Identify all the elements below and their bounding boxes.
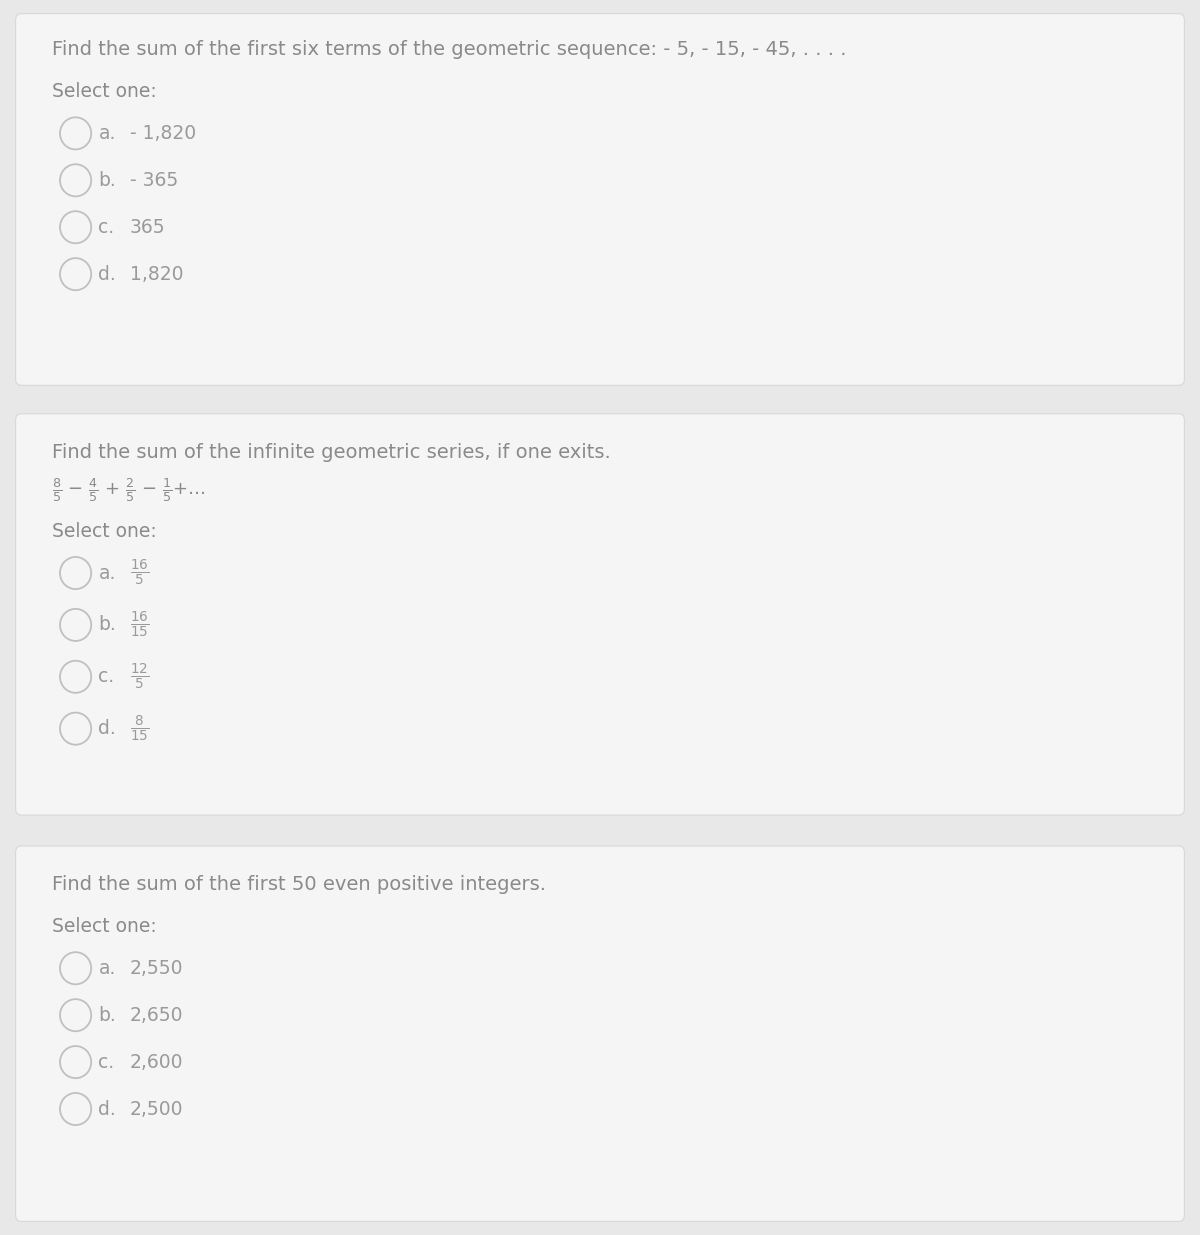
Text: Select one:: Select one: xyxy=(52,82,156,101)
Text: b.: b. xyxy=(98,1005,116,1025)
Text: b.: b. xyxy=(98,615,116,635)
Text: Find the sum of the infinite geometric series, if one exits.: Find the sum of the infinite geometric s… xyxy=(52,442,611,462)
Text: 2,500: 2,500 xyxy=(130,1099,184,1119)
Text: c.: c. xyxy=(98,667,114,687)
Text: c.: c. xyxy=(98,1052,114,1072)
Text: $\frac{16}{5}$: $\frac{16}{5}$ xyxy=(130,558,149,588)
Text: $\frac{12}{5}$: $\frac{12}{5}$ xyxy=(130,662,149,692)
Text: $\frac{8}{15}$: $\frac{8}{15}$ xyxy=(130,714,149,743)
FancyBboxPatch shape xyxy=(16,846,1184,1221)
Text: 2,550: 2,550 xyxy=(130,958,184,978)
Text: 2,650: 2,650 xyxy=(130,1005,184,1025)
Text: 1,820: 1,820 xyxy=(130,264,184,284)
Text: b.: b. xyxy=(98,170,116,190)
Text: d.: d. xyxy=(98,264,116,284)
FancyBboxPatch shape xyxy=(16,14,1184,385)
Text: 2,600: 2,600 xyxy=(130,1052,184,1072)
Text: - 365: - 365 xyxy=(130,170,178,190)
Text: d.: d. xyxy=(98,719,116,739)
Text: a.: a. xyxy=(98,958,115,978)
FancyBboxPatch shape xyxy=(16,414,1184,815)
Text: a.: a. xyxy=(98,124,115,143)
Text: Select one:: Select one: xyxy=(52,521,156,541)
Text: Find the sum of the first six terms of the geometric sequence: - 5, - 15, - 45, : Find the sum of the first six terms of t… xyxy=(52,40,846,59)
Text: Select one:: Select one: xyxy=(52,916,156,936)
Text: $\mathregular{\frac{8}{5}}$ $-$ $\mathregular{\frac{4}{5}}$ $+$ $\mathregular{\f: $\mathregular{\frac{8}{5}}$ $-$ $\mathre… xyxy=(52,477,205,504)
Text: $\frac{16}{15}$: $\frac{16}{15}$ xyxy=(130,610,149,640)
Text: 365: 365 xyxy=(130,217,166,237)
Text: a.: a. xyxy=(98,563,115,583)
Text: - 1,820: - 1,820 xyxy=(130,124,196,143)
Text: c.: c. xyxy=(98,217,114,237)
Text: d.: d. xyxy=(98,1099,116,1119)
Text: Find the sum of the first 50 even positive integers.: Find the sum of the first 50 even positi… xyxy=(52,874,546,894)
